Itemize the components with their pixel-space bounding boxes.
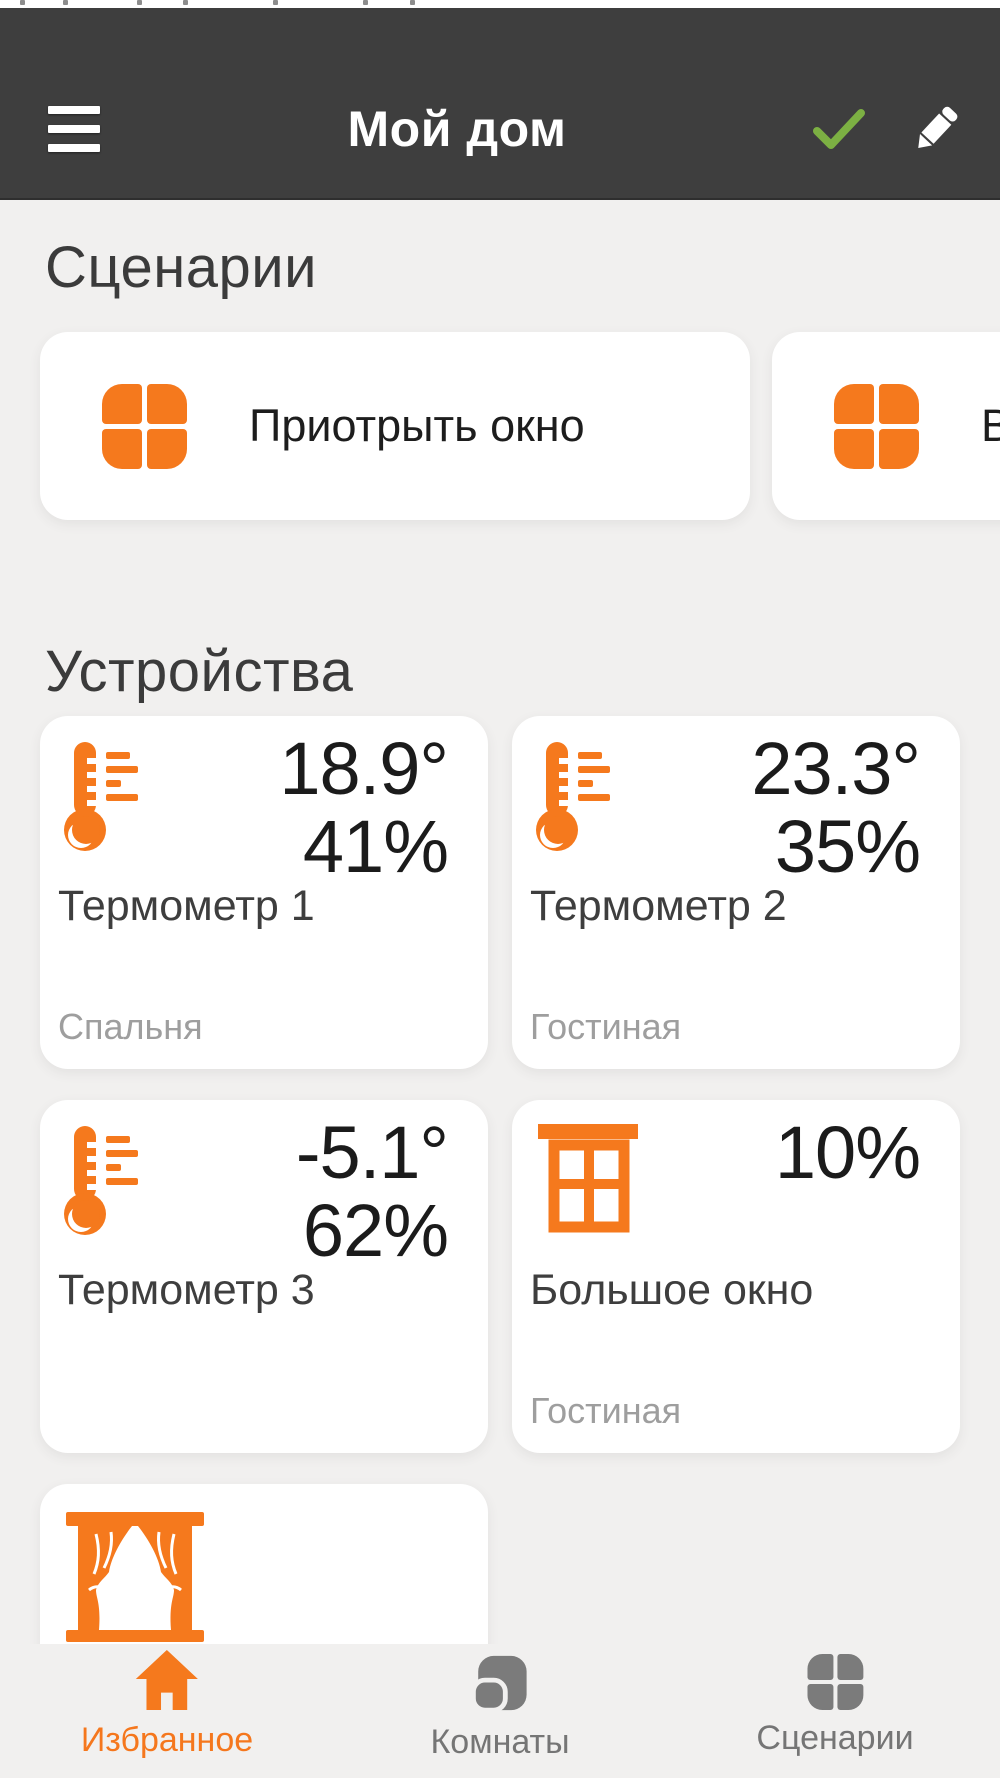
pencil-icon bbox=[918, 106, 958, 149]
curtain-icon bbox=[66, 1506, 204, 1644]
thermometer-icon bbox=[532, 740, 612, 853]
temperature-value: 18.9° bbox=[279, 727, 449, 810]
device-card-thermometer-1[interactable]: 18.9° 41% Термометр 1 Спальня bbox=[40, 716, 488, 1069]
scenario-grid-icon bbox=[102, 383, 187, 469]
hamburger-menu-icon[interactable] bbox=[48, 106, 102, 152]
device-values: 23.3° 35% bbox=[751, 727, 921, 888]
scenarios-grid-icon bbox=[806, 1654, 863, 1710]
scenarios-section-title: Сценарии bbox=[45, 235, 318, 300]
open-percent-value: 10% bbox=[774, 1111, 921, 1194]
nav-label: Избранное bbox=[80, 1721, 254, 1759]
page-title: Мой дом bbox=[347, 101, 567, 157]
scenario-label: Приотрыть окно bbox=[249, 400, 585, 451]
device-room: Гостиная bbox=[530, 1390, 682, 1431]
edit-pencil-button[interactable] bbox=[910, 103, 962, 155]
scenario-label: В bbox=[981, 400, 1000, 451]
devices-section-title: Устройства bbox=[45, 639, 354, 704]
device-name: Термометр 3 bbox=[58, 1266, 315, 1314]
nav-label: Сценарии bbox=[756, 1719, 914, 1757]
device-values: 18.9° 41% bbox=[279, 727, 449, 888]
scenario-card-open-window[interactable]: Приотрыть окно bbox=[40, 332, 750, 520]
devices-grid: 18.9° 41% Термометр 1 Спальня bbox=[40, 716, 960, 1453]
device-name: Большое окно bbox=[530, 1266, 814, 1314]
thermometer-icon bbox=[60, 740, 140, 853]
device-room: Гостиная bbox=[530, 1006, 682, 1047]
device-card-big-window[interactable]: 10% Большое окно Гостиная bbox=[512, 1100, 960, 1453]
home-icon bbox=[135, 1649, 199, 1711]
humidity-value: 62% bbox=[302, 1189, 449, 1272]
bottom-navigation: Избранное Комнаты Сценарии bbox=[0, 1644, 1000, 1778]
check-icon bbox=[813, 109, 865, 149]
status-bar bbox=[0, 0, 1000, 8]
confirm-check-button[interactable] bbox=[812, 106, 866, 152]
device-name: Термометр 1 bbox=[58, 882, 315, 930]
scenario-card-partial[interactable]: В bbox=[772, 332, 1000, 520]
temperature-value: 23.3° bbox=[751, 727, 921, 810]
rooms-icon bbox=[470, 1655, 527, 1713]
humidity-value: 35% bbox=[774, 805, 921, 888]
device-card-thermometer-3[interactable]: -5.1° 62% Термометр 3 bbox=[40, 1100, 488, 1453]
device-card-thermometer-2[interactable]: 23.3° 35% Термометр 2 Гостиная bbox=[512, 716, 960, 1069]
header-actions bbox=[812, 103, 962, 155]
device-values: -5.1° 62% bbox=[295, 1111, 449, 1272]
nav-label: Комнаты bbox=[430, 1723, 570, 1761]
scenarios-row: Приотрыть окно В bbox=[40, 332, 1000, 520]
window-icon bbox=[538, 1120, 638, 1233]
nav-item-rooms[interactable]: Комнаты bbox=[430, 1654, 570, 1762]
device-name: Термометр 2 bbox=[530, 882, 787, 930]
humidity-value: 41% bbox=[302, 805, 449, 888]
nav-item-scenarios[interactable]: Сценарии bbox=[756, 1654, 914, 1758]
scenario-grid-icon bbox=[834, 383, 919, 469]
device-values: 10% bbox=[774, 1111, 921, 1194]
device-room: Спальня bbox=[58, 1006, 203, 1047]
nav-item-favorites[interactable]: Избранное bbox=[81, 1648, 253, 1760]
thermometer-icon bbox=[60, 1124, 140, 1237]
temperature-value: -5.1° bbox=[295, 1111, 449, 1194]
app-header: Мой дом bbox=[0, 8, 1000, 200]
